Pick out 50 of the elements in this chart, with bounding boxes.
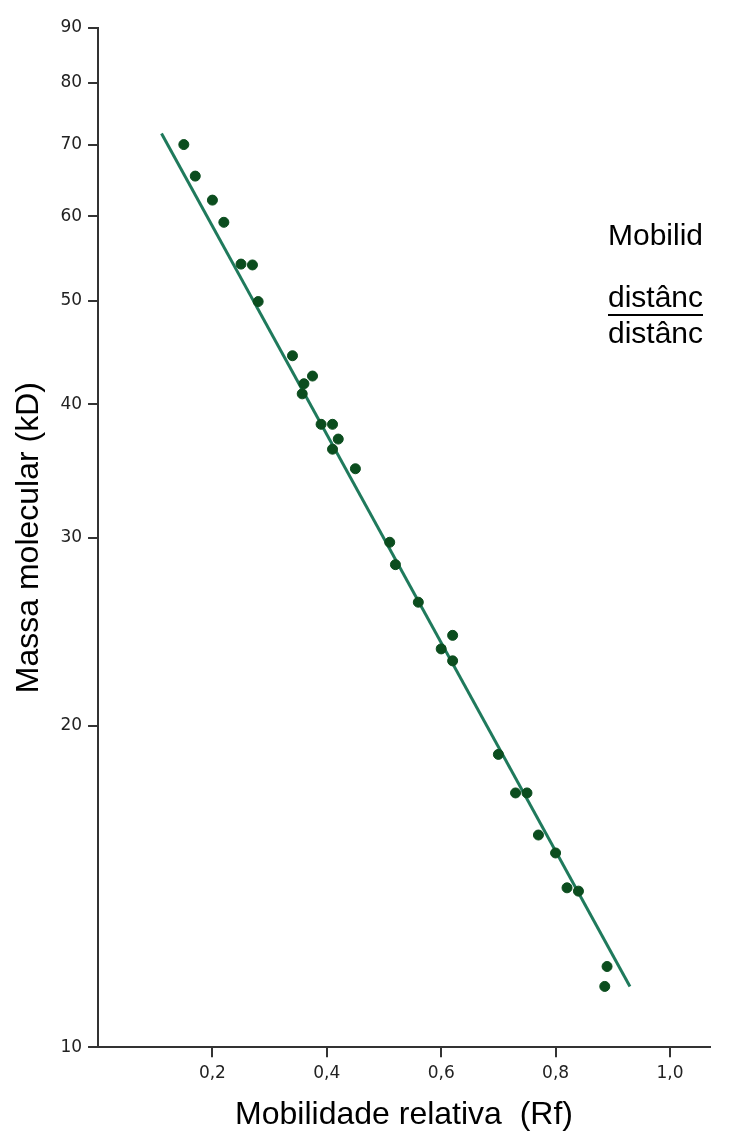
point	[447, 629, 459, 641]
point	[599, 980, 611, 992]
x-tick-label: 0,6	[427, 1061, 455, 1082]
point	[349, 463, 361, 475]
point	[332, 433, 344, 445]
y-tick-label: 50	[60, 289, 83, 310]
y-tick-label: 80	[60, 71, 83, 92]
y-tick-label: 90	[60, 16, 83, 37]
x-tick-label: 0,8	[542, 1061, 570, 1082]
point	[561, 882, 573, 894]
point	[572, 885, 584, 897]
point	[189, 170, 201, 182]
point	[327, 418, 339, 430]
point	[521, 787, 533, 799]
point	[307, 370, 319, 382]
point	[246, 259, 258, 271]
point	[252, 296, 264, 308]
point	[550, 847, 562, 859]
point	[384, 536, 396, 548]
point	[492, 748, 504, 760]
point	[389, 559, 401, 571]
point	[286, 350, 298, 362]
y-tick-label: 10	[60, 1035, 83, 1056]
y-axis-title: Massa molecular (kD)	[9, 382, 46, 694]
annotation: distânc	[608, 316, 704, 350]
x-tick-label: 0,4	[313, 1061, 341, 1082]
point	[296, 388, 308, 400]
point	[218, 216, 230, 228]
y-tick-label: 70	[60, 133, 83, 153]
point	[206, 194, 218, 206]
point	[327, 443, 339, 455]
point	[315, 418, 327, 430]
y-tick-label: 60	[60, 204, 83, 225]
y-tick-label: 20	[60, 714, 83, 735]
point	[298, 378, 310, 390]
x-tick-label: 1,0	[656, 1061, 684, 1082]
point	[532, 829, 544, 841]
point	[412, 596, 424, 608]
y-tick-label: 40	[60, 392, 83, 413]
x-axis-title: Mobilidade relativa (Rf)	[235, 1094, 573, 1131]
y-tick-label: 30	[60, 526, 83, 547]
annotation: Mobilid	[608, 218, 704, 252]
annotation: distânc	[608, 280, 704, 316]
point	[435, 643, 447, 655]
point	[601, 961, 613, 973]
point	[447, 655, 459, 667]
point	[178, 139, 190, 151]
point	[510, 787, 522, 799]
point	[235, 258, 247, 270]
x-tick-label: 0,2	[198, 1061, 226, 1082]
